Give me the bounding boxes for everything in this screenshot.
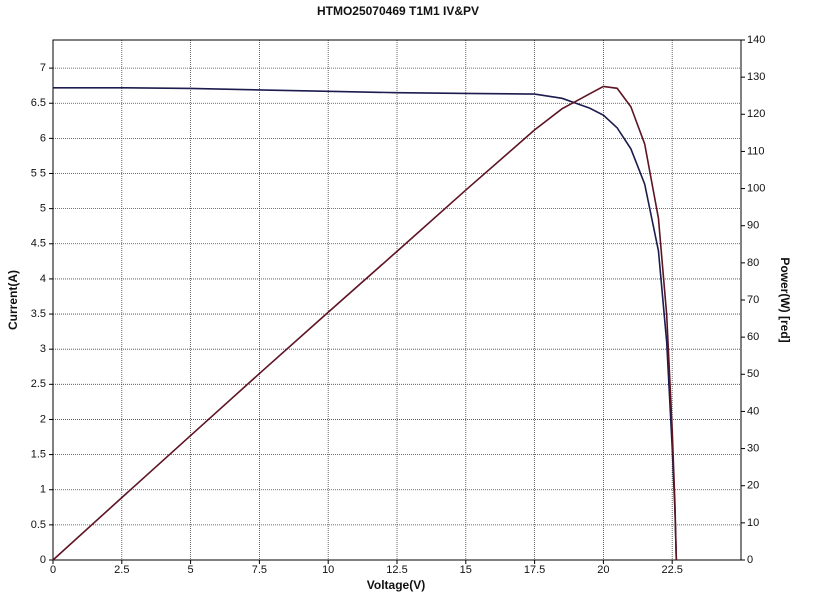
x-tick-label: 17.5 xyxy=(524,564,545,576)
x-tick-label: 5 xyxy=(188,564,194,576)
x-tick-label: 0 xyxy=(50,564,56,576)
y-tick-label: 3.5 xyxy=(31,308,46,320)
y2-tick-label: 0 xyxy=(747,554,753,566)
x-tick-label: 20 xyxy=(597,564,609,576)
y-tick-label: 1.5 xyxy=(31,449,46,461)
y2-tick-label: 100 xyxy=(747,182,765,194)
y-tick-label: 1 xyxy=(40,484,46,496)
y2-tick-label: 130 xyxy=(747,71,765,83)
y2-tick-label: 80 xyxy=(747,257,759,269)
y2-tick-label: 140 xyxy=(747,34,765,46)
y-tick-label: 6 xyxy=(40,132,46,144)
y2-tick-label: 30 xyxy=(747,442,759,454)
y-tick-label: 5 xyxy=(40,203,46,215)
x-tick-label: 10 xyxy=(322,564,334,576)
y-tick-label: 2.5 xyxy=(31,378,46,390)
x-tick-label: 7.5 xyxy=(252,564,267,576)
y-tick-label: 2 xyxy=(40,413,46,425)
x-axis-label: Voltage(V) xyxy=(367,578,425,592)
y2-tick-label: 120 xyxy=(747,108,765,120)
y-tick-label: 5 5 xyxy=(31,167,46,179)
x-tick-label: 12.5 xyxy=(386,564,407,576)
y2-tick-label: 70 xyxy=(747,294,759,306)
y2-tick-label: 50 xyxy=(747,368,759,380)
y2-tick-label: 110 xyxy=(747,145,765,157)
y2-tick-label: 20 xyxy=(747,480,759,492)
y-tick-label: 0 xyxy=(40,554,46,566)
x-tick-label: 22.5 xyxy=(661,564,682,576)
y-tick-label: 4.5 xyxy=(31,238,46,250)
y2-axis-label: Power(W) [red] xyxy=(778,257,792,342)
y2-tick-label: 10 xyxy=(747,517,759,529)
y-tick-label: 0.5 xyxy=(31,519,46,531)
plot-frame xyxy=(52,39,742,561)
series-line xyxy=(52,85,678,561)
y2-tick-label: 90 xyxy=(747,220,759,232)
y-axis-label: Current(A) xyxy=(6,270,20,330)
y-tick-label: 4 xyxy=(40,273,46,285)
y-tick-label: 6.5 xyxy=(31,97,46,109)
x-tick-label: 15 xyxy=(460,564,472,576)
x-tick-label: 2.5 xyxy=(114,564,129,576)
chart-title: HTMO25070469 T1M1 IV&PV xyxy=(317,4,479,18)
y-tick-label: 7 xyxy=(40,62,46,74)
y2-tick-label: 60 xyxy=(747,331,759,343)
y2-tick-label: 40 xyxy=(747,405,759,417)
series-line xyxy=(53,86,678,561)
y-tick-label: 3 xyxy=(40,343,46,355)
